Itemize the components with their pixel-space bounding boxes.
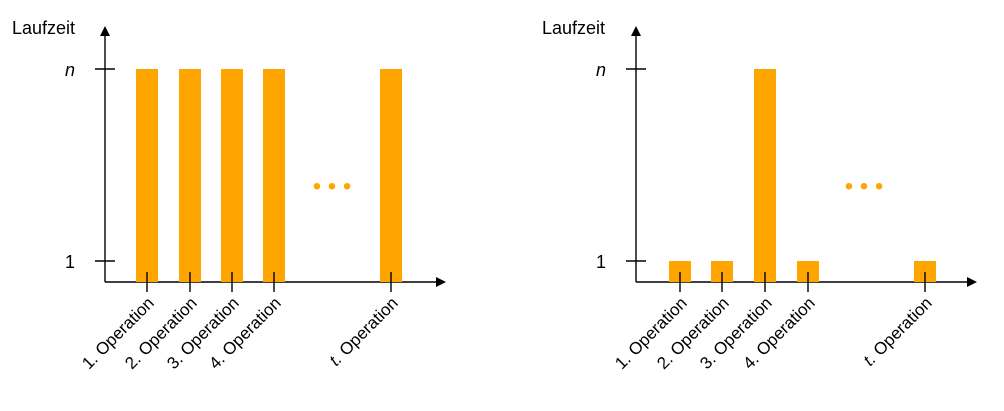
y-tick-label: n: [65, 60, 75, 80]
bar: [754, 69, 776, 282]
x-tick-label: t. Operation: [326, 293, 402, 369]
bar: [669, 261, 691, 282]
bar: [711, 261, 733, 282]
bar: [914, 261, 936, 282]
y-axis-label: Laufzeit: [12, 18, 75, 38]
bar: [221, 69, 243, 282]
bar: [263, 69, 285, 282]
bar: [179, 69, 201, 282]
bar: [380, 69, 402, 282]
ellipsis: • • •: [845, 173, 884, 200]
ellipsis: • • •: [313, 173, 352, 200]
y-tick-label: n: [596, 60, 606, 80]
y-tick-label: 1: [596, 252, 606, 272]
x-tick-label: t. Operation: [860, 293, 936, 369]
bars: [136, 69, 402, 282]
y-axis-label: Laufzeit: [542, 18, 605, 38]
bar: [797, 261, 819, 282]
bars: [669, 69, 936, 282]
y-tick-label: 1: [65, 252, 75, 272]
bar: [136, 69, 158, 282]
